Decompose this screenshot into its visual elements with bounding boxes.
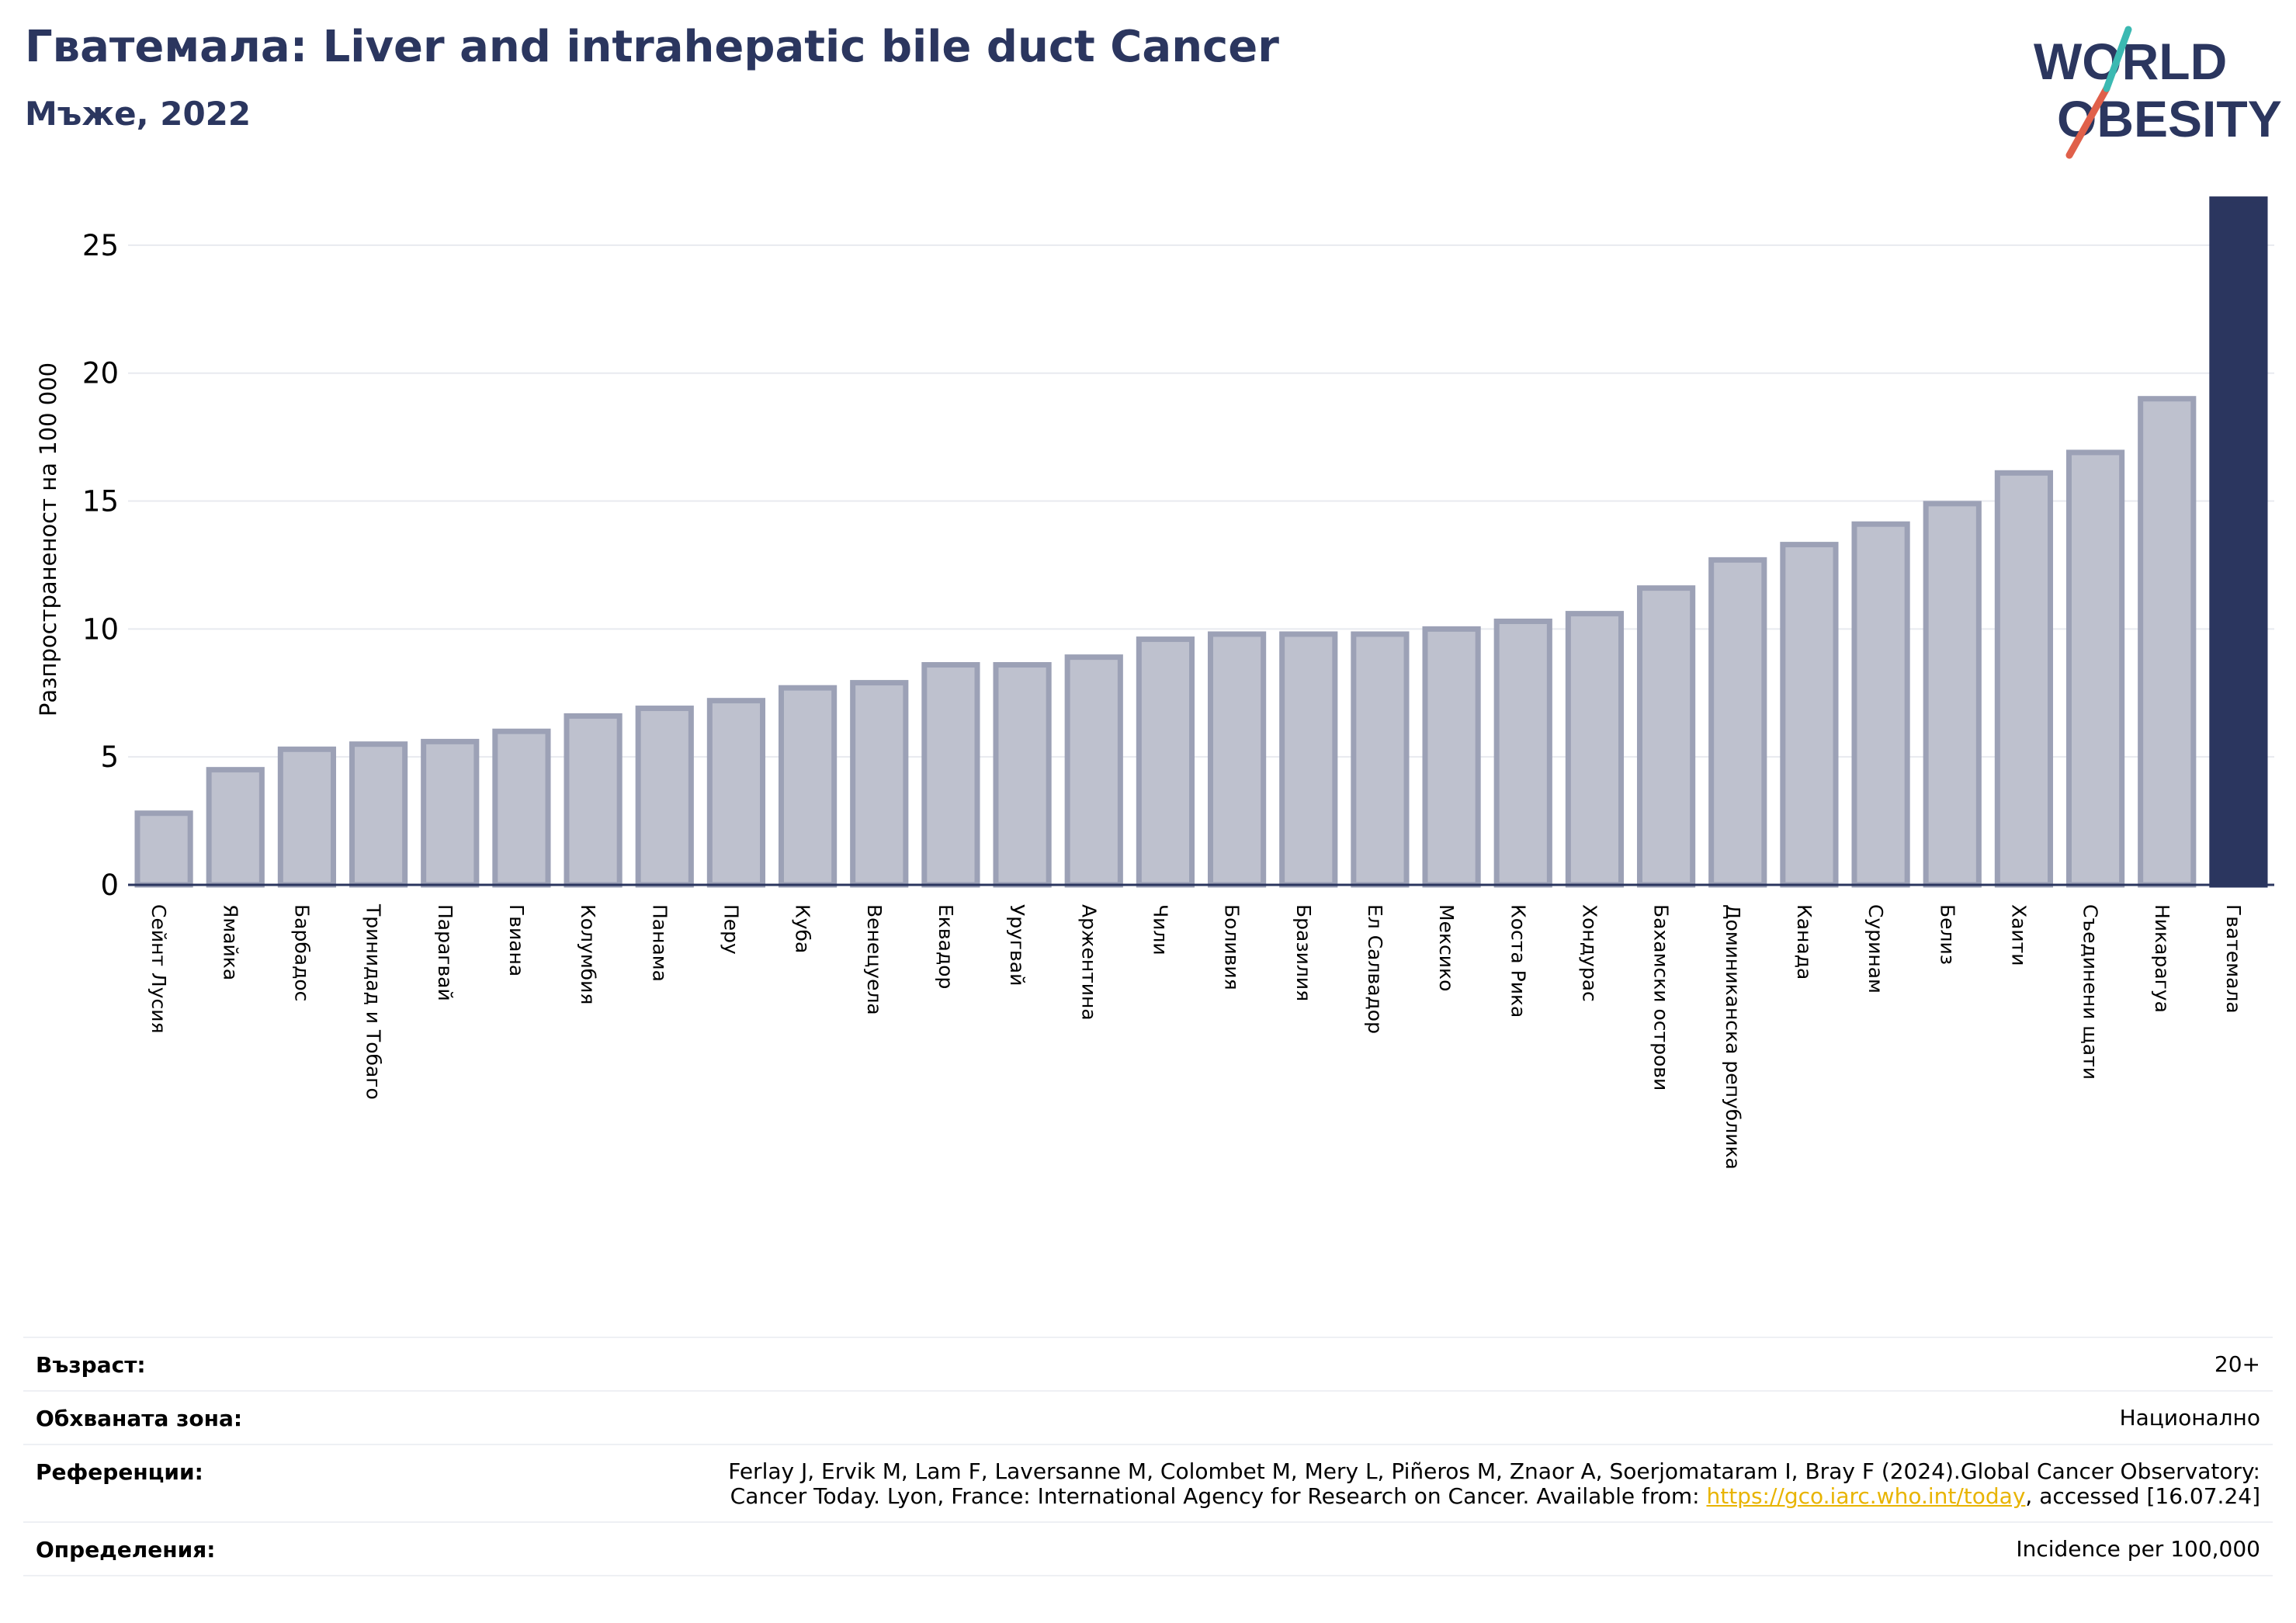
chart-title: Гватемала: Liver and intrahepatic bile d…: [25, 22, 1279, 72]
bar-9: [706, 698, 766, 888]
definitions-value: Incidence per 100,000: [2016, 1536, 2260, 1562]
grid-lines: [128, 244, 2274, 758]
x-tick-label: Аржентина: [1077, 904, 1100, 1021]
bar-14: [1064, 654, 1123, 888]
y-tick-label: 10: [82, 612, 119, 646]
x-tick-label: Съединени щати: [2079, 904, 2102, 1080]
logo-slash-teal: [2103, 26, 2132, 92]
info-row-definitions: Определения: Incidence per 100,000: [23, 1521, 2273, 1576]
bar-27: [1994, 470, 2054, 888]
x-tick-label: Ямайка: [219, 904, 241, 980]
references-line-1: Ferlay J, Ervik M, Lam F, Laversanne M, …: [728, 1458, 2260, 1484]
logo-word-world: WORLD: [2034, 33, 2227, 90]
y-tick-label: 0: [100, 869, 119, 902]
x-tick-label: Мексико: [1435, 904, 1458, 991]
x-tick-label: Гватемала: [2222, 904, 2245, 1014]
logo-slash-red: [2065, 85, 2110, 159]
y-axis-label: Разпространеност на 100 000: [35, 362, 61, 716]
age-label: Възраст:: [36, 1352, 146, 1378]
x-tick-label: Боливия: [1221, 904, 1243, 990]
chart-subtitle: Мъже, 2022: [25, 95, 251, 133]
bar-chart: 0 5 10 15 20 25 Сейнт Лусия Ямайка Барбадос Трин…: [35, 196, 2274, 1170]
bars: [134, 196, 2268, 888]
bar-25: [1851, 521, 1910, 888]
references-line-2-post: , accessed [16.07.24]: [2025, 1483, 2260, 1509]
references-label: Референции:: [36, 1459, 203, 1485]
bar-2: [206, 767, 265, 888]
y-tick-labels: 0 5 10 15 20 25: [82, 229, 119, 902]
info-table: Възраст: 20+ Обхваната зона: Национално …: [23, 1337, 2273, 1576]
bar-7: [564, 713, 623, 888]
bar-24: [1780, 542, 1839, 888]
x-tick-label: Панама: [648, 904, 671, 982]
x-tick-label: Бразилия: [1292, 904, 1315, 1001]
info-row-coverage: Обхваната зона: Национално: [23, 1390, 2273, 1444]
info-row-age: Възраст: 20+: [23, 1337, 2273, 1390]
x-tick-label: Никарагуа: [2151, 904, 2173, 1013]
bar-28: [2065, 449, 2125, 888]
bar-16: [1207, 631, 1267, 888]
references-value: Ferlay J, Ervik M, Lam F, Laversanne M, …: [728, 1459, 2260, 1509]
logo-word-obesity: OBESITY: [2057, 90, 2282, 147]
bar-17: [1279, 631, 1338, 888]
y-tick-label: 5: [100, 740, 119, 774]
y-tick-label: 25: [82, 229, 119, 262]
bar-6: [492, 728, 551, 888]
references-link[interactable]: https://gco.iarc.who.int/today: [1706, 1483, 2026, 1509]
bar-23: [1708, 557, 1767, 888]
age-value: 20+: [2214, 1351, 2260, 1377]
x-tick-label: Парагвай: [434, 904, 456, 1001]
bar-20: [1493, 618, 1552, 888]
x-tick-label: Доминиканска република: [1722, 904, 1744, 1170]
bar-3: [277, 746, 337, 888]
x-tick-label: Ел Салвадор: [1364, 904, 1386, 1034]
bar-29: [2138, 396, 2197, 888]
x-tick-label: Уругвай: [1006, 904, 1028, 986]
x-tick-label: Куба: [792, 904, 814, 953]
x-tick-label: Барбадос: [290, 904, 313, 1001]
bar-21: [1565, 611, 1625, 888]
bar-10: [778, 685, 838, 888]
x-tick-label: Гвиана: [505, 904, 528, 976]
y-tick-label: 20: [82, 357, 119, 390]
x-tick-label: Бахамски острови: [1650, 904, 1673, 1091]
x-tick-label: Еквадор: [935, 904, 957, 989]
x-tick-label: Венецуела: [863, 904, 886, 1015]
bar-26: [1923, 501, 1982, 888]
bar-12: [921, 662, 980, 888]
x-tick-label: Канада: [1793, 904, 1816, 980]
bar-5: [421, 738, 480, 888]
bar-30: [2209, 196, 2268, 888]
x-tick-label: Тринидад и Тобаго: [362, 903, 385, 1100]
x-tick-label: Чили: [1149, 904, 1171, 955]
bar-19: [1422, 626, 1481, 888]
bar-22: [1636, 585, 1696, 888]
definitions-label: Определения:: [36, 1537, 216, 1562]
bar-4: [349, 741, 408, 888]
x-tick-label: Сейнт Лусия: [147, 904, 170, 1034]
coverage-label: Обхваната зона:: [36, 1406, 243, 1431]
info-row-references: Референции: Ferlay J, Ervik M, Lam F, La…: [23, 1444, 2273, 1521]
bar-11: [850, 680, 909, 888]
x-tick-label: Суринам: [1864, 904, 1887, 994]
x-tick-label: Перу: [720, 904, 742, 955]
x-tick-label: Хаити: [2007, 904, 2030, 966]
x-tick-label: Коста Рика: [1507, 904, 1529, 1018]
world-obesity-logo: WORLD OBESITY: [2034, 26, 2282, 159]
bar-15: [1136, 636, 1195, 888]
y-tick-label: 15: [82, 485, 119, 518]
references-line-2-pre: Cancer Today. Lyon, France: Internationa…: [730, 1483, 1707, 1509]
x-tick-label: Белиз: [1936, 904, 1958, 965]
bar-1: [134, 810, 193, 888]
x-tick-label: Колумбия: [577, 904, 599, 1004]
bar-13: [993, 662, 1052, 888]
x-tick-labels: Сейнт Лусия Ямайка Барбадос Тринидад и Тоба…: [147, 903, 2245, 1170]
coverage-value: Национално: [2119, 1405, 2260, 1431]
bar-8: [635, 706, 694, 888]
bar-18: [1351, 631, 1410, 888]
x-tick-label: Хондурас: [1578, 904, 1601, 1002]
